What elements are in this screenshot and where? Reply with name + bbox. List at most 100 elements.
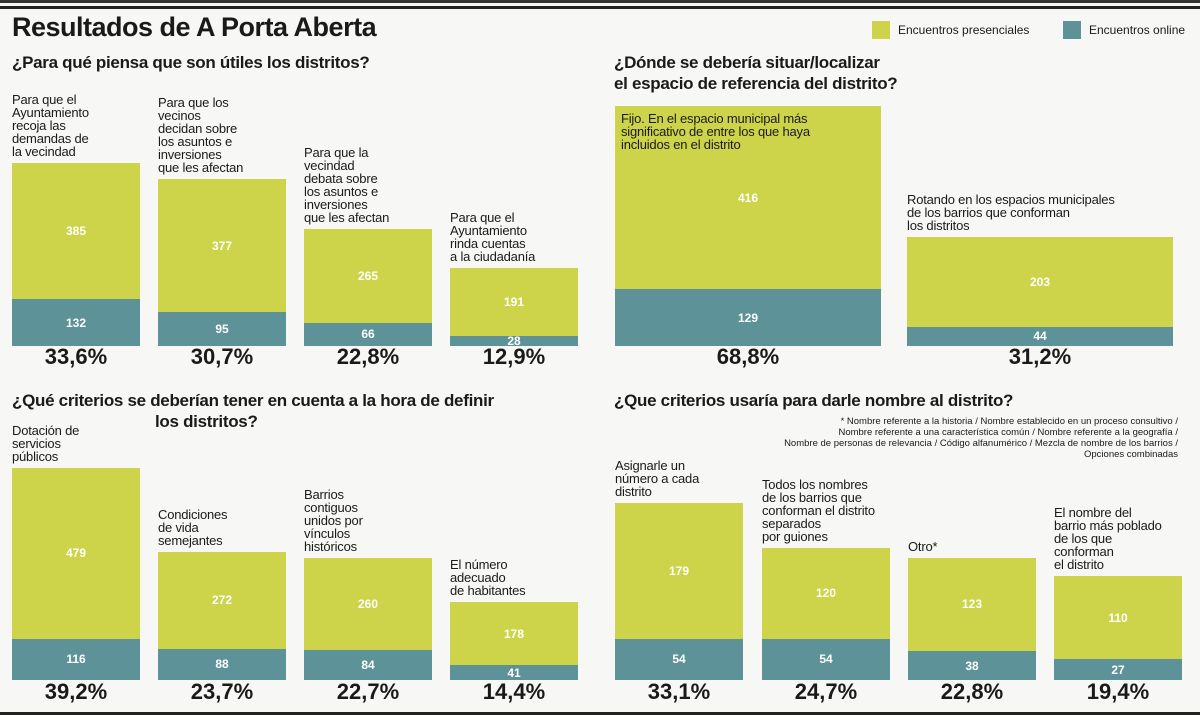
category-label: El número adecuado de habitantes bbox=[450, 557, 526, 599]
value-label: 203 bbox=[1029, 274, 1051, 289]
bar-online: 28 bbox=[450, 334, 578, 349]
bar-online: 44 bbox=[907, 326, 1173, 346]
percentage-label: 30,7% bbox=[190, 344, 254, 369]
value-label: 416 bbox=[737, 190, 759, 205]
percentage-label: 12,9% bbox=[482, 344, 546, 369]
category-label: Para que los vecinos decidan sobre los a… bbox=[158, 94, 244, 175]
value-label: 110 bbox=[1108, 610, 1128, 625]
category-label: El nombre del barrio más poblado de los … bbox=[1054, 504, 1162, 572]
value-label: 260 bbox=[357, 596, 379, 611]
value-label: 272 bbox=[211, 593, 233, 608]
value-label: 44 bbox=[1033, 329, 1047, 344]
bar-group: Barrios contiguos unidos por vínculos hi… bbox=[304, 488, 432, 680]
percentage-label: 33,1% bbox=[647, 679, 711, 704]
legend-online: Encuentros online bbox=[1063, 21, 1185, 39]
category-label: Fijo. En el espacio municipal más signif… bbox=[621, 111, 810, 153]
value-label: 377 bbox=[211, 238, 233, 253]
top-rule bbox=[0, 0, 1200, 3]
question-title: ¿Para qué piensa que son útiles los dist… bbox=[12, 53, 370, 72]
percentage-label: 22,8% bbox=[336, 344, 400, 369]
legend-presenciales: Encuentros presenciales bbox=[872, 21, 1029, 39]
value-label: 41 bbox=[507, 665, 521, 680]
bar-group: Dotación de servicios públicos 479 116 bbox=[12, 424, 140, 680]
bar-presenciales: 416 bbox=[615, 106, 881, 290]
category-label: Asignarle un número a cada distrito bbox=[615, 457, 700, 499]
bar-group: Condiciones de vida semejantes 272 88 bbox=[158, 508, 286, 680]
bar-group: Para que la vecindad debata sobre los as… bbox=[304, 146, 432, 346]
bar-presenciales: 377 bbox=[158, 178, 286, 313]
value-label: 385 bbox=[65, 224, 87, 239]
value-label: 116 bbox=[66, 652, 86, 667]
value-label: 129 bbox=[737, 310, 759, 325]
category-label: Para que el Ayuntamiento recoja las dema… bbox=[12, 92, 89, 159]
value-label: 27 bbox=[1111, 662, 1125, 677]
percentage-label: 31,2% bbox=[1008, 344, 1072, 369]
value-label: 28 bbox=[507, 334, 521, 349]
bar-online: 41 bbox=[450, 665, 578, 680]
bar-online: 54 bbox=[615, 638, 743, 680]
value-label: 66 bbox=[361, 327, 375, 342]
legend-label: Encuentros online bbox=[1089, 23, 1186, 37]
value-label: 84 bbox=[361, 658, 375, 673]
title-text: ¿Qué criterios se deberían tener en cuen… bbox=[12, 391, 494, 431]
bar-presenciales: 272 bbox=[158, 551, 286, 649]
category-label: Otro* bbox=[908, 538, 938, 554]
bar-online: 129 bbox=[615, 289, 881, 346]
legend-label: Encuentros presenciales bbox=[898, 23, 1030, 37]
category-label: Condiciones de vida semejantes bbox=[158, 506, 228, 548]
value-label: 38 bbox=[965, 658, 979, 673]
value-label: 132 bbox=[65, 315, 87, 330]
bar-online: 116 bbox=[12, 638, 140, 680]
category-label: Barrios contiguos unidos por vínculos hi… bbox=[304, 486, 363, 554]
bar-presenciales: 203 bbox=[907, 237, 1173, 327]
question-title: ¿Dónde se debería situar/localizar el es… bbox=[614, 53, 898, 93]
page-title: Resultados de A Porta Aberta bbox=[12, 12, 377, 42]
percentage-label: 22,7% bbox=[336, 679, 400, 704]
percentage-label: 33,6% bbox=[44, 344, 108, 369]
question-title: ¿Qué criterios se deberían tener en cuen… bbox=[12, 390, 494, 432]
bar-online: 132 bbox=[12, 299, 140, 346]
value-label: 120 bbox=[815, 586, 837, 601]
value-label: 178 bbox=[503, 626, 525, 641]
bar-group: Para que el Ayuntamiento recoja las dema… bbox=[12, 93, 140, 346]
bar-group: Rotando en los espacios municipales de l… bbox=[907, 193, 1173, 346]
bar-presenciales: 385 bbox=[12, 163, 140, 300]
bar-group: El nombre del barrio más poblado de los … bbox=[1054, 506, 1182, 680]
bar-presenciales: 120 bbox=[762, 547, 890, 639]
bar-presenciales: 110 bbox=[1054, 575, 1182, 660]
bar-group: Asignarle un número a cada distrito 179 54 bbox=[615, 459, 743, 680]
bar-group: El número adecuado de habitantes 178 41 bbox=[450, 558, 578, 680]
value-label: 479 bbox=[65, 546, 87, 561]
percentage-label: 23,7% bbox=[190, 679, 254, 704]
value-label: 265 bbox=[357, 268, 379, 283]
percentage-label: 19,4% bbox=[1086, 679, 1150, 704]
bar-online: 38 bbox=[908, 651, 1036, 680]
bar-online: 54 bbox=[762, 638, 890, 680]
footnote: * Nombre referente a la historia / Nombr… bbox=[784, 416, 1178, 460]
bar-presenciales: 191 bbox=[450, 268, 578, 337]
category-label: Rotando en los espacios municipales de l… bbox=[907, 192, 1115, 234]
percentage-label: 22,8% bbox=[940, 679, 1004, 704]
category-label: Para que el Ayuntamiento rinda cuentas a… bbox=[450, 210, 536, 265]
value-label: 88 bbox=[215, 657, 229, 672]
bar-presenciales: 178 bbox=[450, 602, 578, 666]
value-label: 95 bbox=[215, 322, 229, 337]
bar-presenciales: 265 bbox=[304, 228, 432, 323]
percentage-label: 39,2% bbox=[44, 679, 108, 704]
bar-presenciales: 123 bbox=[908, 557, 1036, 652]
bar-group: Todos los nombres de los barrios que con… bbox=[762, 478, 890, 680]
bar-online: 95 bbox=[158, 312, 286, 346]
bar-presenciales: 260 bbox=[304, 557, 432, 651]
bar-presenciales: 479 bbox=[12, 468, 140, 639]
question-title: ¿Que criterios usaría para darle nombre … bbox=[614, 391, 1014, 410]
bar-online: 88 bbox=[158, 648, 286, 680]
bar-presenciales: 179 bbox=[615, 502, 743, 639]
bottom-rule bbox=[0, 712, 1200, 715]
value-label: 54 bbox=[672, 652, 686, 667]
value-label: 123 bbox=[961, 597, 983, 612]
legend-swatch bbox=[872, 21, 890, 39]
bar-group: Para que el Ayuntamiento rinda cuentas a… bbox=[450, 210, 578, 349]
bar-online: 66 bbox=[304, 322, 432, 346]
bar-online: 27 bbox=[1054, 659, 1182, 680]
percentage-label: 24,7% bbox=[794, 679, 858, 704]
